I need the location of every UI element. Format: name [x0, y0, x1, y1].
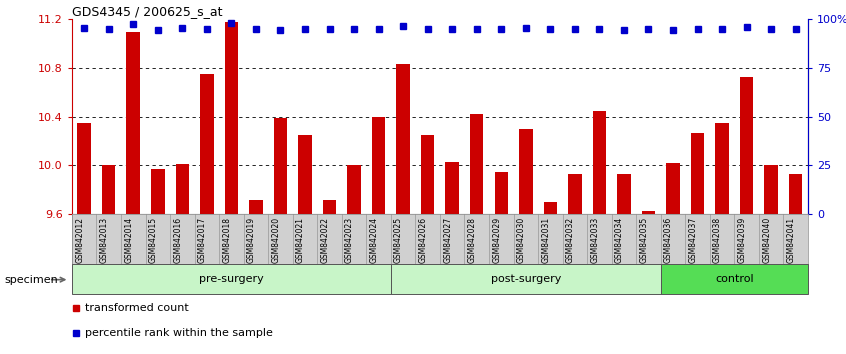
Text: GSM842017: GSM842017: [198, 217, 206, 263]
Bar: [661, 264, 808, 294]
Bar: [789, 174, 802, 214]
Bar: [740, 77, 753, 214]
Bar: [569, 174, 581, 214]
Text: GSM842022: GSM842022: [321, 217, 329, 263]
Text: GSM842030: GSM842030: [517, 217, 525, 263]
Text: GSM842025: GSM842025: [394, 217, 403, 263]
Text: GSM842023: GSM842023: [345, 217, 354, 263]
Bar: [274, 118, 287, 214]
Text: GSM842013: GSM842013: [100, 217, 108, 263]
Text: GDS4345 / 200625_s_at: GDS4345 / 200625_s_at: [72, 5, 222, 18]
Bar: [151, 169, 164, 214]
Text: GSM842019: GSM842019: [247, 217, 255, 263]
Text: post-surgery: post-surgery: [491, 274, 561, 284]
Text: GSM842028: GSM842028: [468, 217, 477, 263]
Text: GSM842039: GSM842039: [738, 217, 746, 263]
Text: GSM842038: GSM842038: [713, 217, 722, 263]
Bar: [78, 123, 91, 214]
Bar: [618, 174, 630, 214]
Text: GSM842018: GSM842018: [222, 217, 231, 263]
Text: pre-surgery: pre-surgery: [199, 274, 264, 284]
Bar: [372, 117, 385, 214]
Bar: [201, 74, 213, 214]
Bar: [397, 64, 409, 214]
Text: GSM842033: GSM842033: [591, 217, 599, 263]
Text: percentile rank within the sample: percentile rank within the sample: [85, 328, 272, 338]
Text: GSM842032: GSM842032: [566, 217, 575, 263]
Text: GSM842036: GSM842036: [664, 217, 673, 263]
Bar: [348, 166, 360, 214]
Bar: [446, 162, 459, 214]
Bar: [102, 166, 115, 214]
Text: GSM842016: GSM842016: [173, 217, 182, 263]
Bar: [299, 135, 311, 214]
Bar: [495, 172, 508, 214]
Text: GSM842014: GSM842014: [124, 217, 133, 263]
Bar: [391, 264, 661, 294]
Bar: [176, 164, 189, 214]
Text: control: control: [715, 274, 754, 284]
Text: GSM842040: GSM842040: [762, 217, 772, 263]
Bar: [127, 32, 140, 214]
Text: GSM842024: GSM842024: [370, 217, 378, 263]
Bar: [593, 111, 606, 214]
Bar: [642, 211, 655, 214]
Bar: [421, 135, 434, 214]
Bar: [667, 163, 679, 214]
Text: GSM842034: GSM842034: [615, 217, 624, 263]
Text: transformed count: transformed count: [85, 303, 189, 313]
Text: GSM842026: GSM842026: [419, 217, 427, 263]
Text: GSM842031: GSM842031: [541, 217, 550, 263]
Text: GSM842021: GSM842021: [296, 217, 305, 263]
Bar: [323, 200, 336, 214]
Text: GSM842037: GSM842037: [689, 217, 697, 263]
Text: GSM842035: GSM842035: [640, 217, 648, 263]
Text: GSM842029: GSM842029: [492, 217, 501, 263]
Text: GSM842012: GSM842012: [75, 217, 84, 263]
Text: specimen: specimen: [4, 275, 58, 285]
Text: GSM842041: GSM842041: [787, 217, 795, 263]
Bar: [225, 22, 238, 214]
Bar: [470, 114, 483, 214]
Bar: [544, 202, 557, 214]
Text: GSM842015: GSM842015: [149, 217, 157, 263]
Bar: [250, 200, 262, 214]
Bar: [691, 133, 704, 214]
Text: GSM842020: GSM842020: [272, 217, 280, 263]
Bar: [519, 129, 532, 214]
Bar: [716, 123, 728, 214]
Bar: [765, 166, 777, 214]
Text: GSM842027: GSM842027: [443, 217, 452, 263]
Bar: [72, 264, 391, 294]
